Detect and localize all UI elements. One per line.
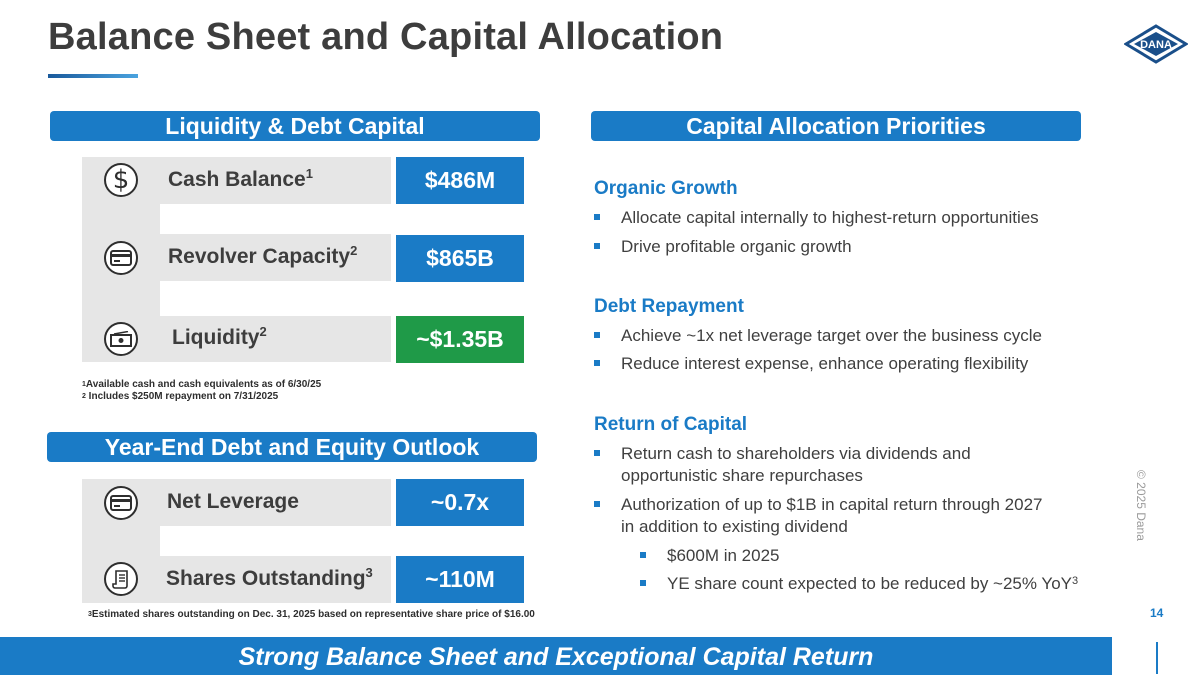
bottom-banner: Strong Balance Sheet and Exceptional Cap… [0, 637, 1112, 675]
copyright-text: © 2025 Dana [1134, 470, 1148, 541]
net-leverage-value: ~0.7x [396, 479, 524, 526]
liquidity-section-header: Liquidity & Debt Capital [50, 111, 540, 141]
cash-balance-row [160, 157, 391, 204]
revolver-capacity-label: Revolver Capacity2 [168, 243, 358, 268]
dollar-icon: $ [104, 163, 138, 197]
net-leverage-row [160, 479, 391, 526]
revolver-capacity-value: $865B [396, 235, 524, 282]
banner-accent-line [1156, 642, 1158, 674]
credit-card-icon [104, 241, 138, 275]
organic-growth-heading: Organic Growth [594, 178, 738, 199]
title-accent-bar [48, 74, 138, 78]
shares-outstanding-value: ~110M [396, 556, 524, 603]
dana-logo: DANA [1124, 24, 1188, 64]
footnote-2: 2 Includes $250M repayment on 7/31/2025 [82, 391, 279, 402]
liquidity-value: ~$1.35B [396, 316, 524, 363]
footnote-1: 1Available cash and cash equivalents as … [82, 379, 322, 390]
priorities-section-header: Capital Allocation Priorities [591, 111, 1081, 141]
debt-repayment-heading: Debt Repayment [594, 296, 744, 317]
liquidity-label: Liquidity2 [172, 324, 267, 349]
credit-card-icon [104, 486, 138, 520]
shares-outstanding-row [160, 556, 391, 603]
return-of-capital-heading: Return of Capital [594, 414, 748, 435]
footnote-3: 3Estimated shares outstanding on Dec. 31… [88, 609, 535, 620]
cash-balance-label: Cash Balance1 [168, 166, 313, 191]
svg-text:DANA: DANA [1140, 39, 1172, 51]
cash-balance-value: $486M [396, 157, 524, 204]
outlook-section-header: Year-End Debt and Equity Outlook [47, 432, 537, 462]
cash-icon [104, 322, 138, 356]
shares-outstanding-label: Shares Outstanding3 [166, 565, 373, 590]
scroll-icon [104, 562, 138, 596]
page-title: Balance Sheet and Capital Allocation [48, 16, 724, 58]
page-number: 14 [1150, 606, 1164, 620]
net-leverage-label: Net Leverage [167, 490, 299, 513]
liquidity-row [160, 316, 391, 362]
revolver-capacity-row [160, 234, 391, 281]
